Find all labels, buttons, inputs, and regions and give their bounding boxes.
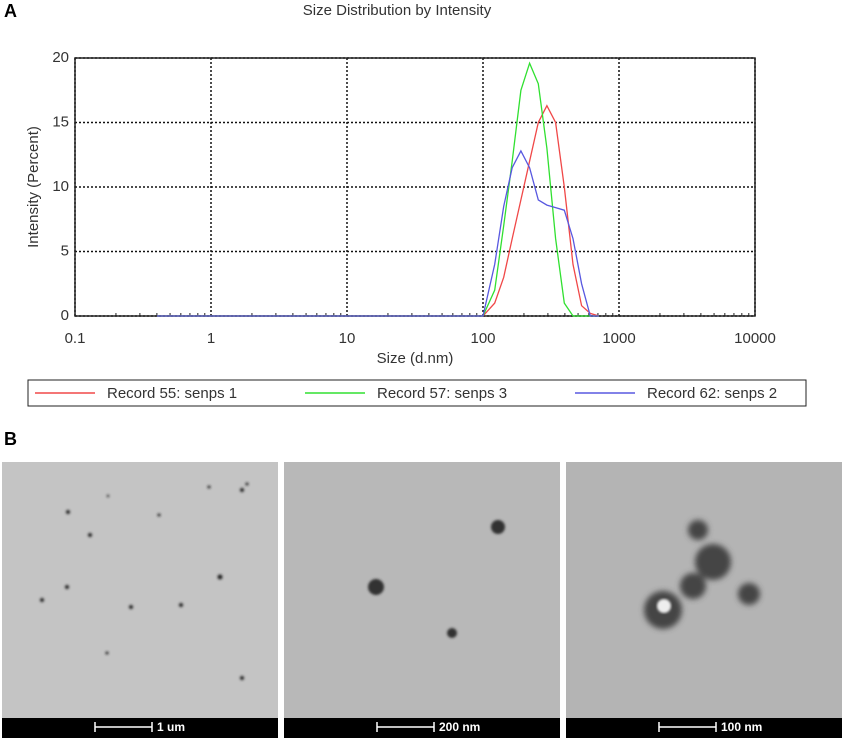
y-tick-label: 5 [61, 242, 69, 259]
x-tick-label: 1 [207, 330, 215, 347]
series-line [156, 149, 599, 317]
legend-label: Record 62: senps 2 [647, 385, 777, 402]
chart-title: Size Distribution by Intensity [303, 2, 492, 19]
scale-bar-label: 200 nm [439, 720, 480, 734]
x-tick-label: 10000 [734, 330, 776, 347]
micrograph [2, 462, 842, 738]
scale-bar-band [284, 718, 560, 738]
x-tick-label: 1000 [602, 330, 635, 347]
x-axis-label: Size (d.nm) [377, 350, 454, 367]
panel-label: B [4, 429, 17, 449]
y-tick-label: 15 [52, 113, 69, 130]
y-axis-label: Intensity (Percent) [25, 126, 42, 248]
panel-label: A [4, 1, 17, 21]
series-line [156, 61, 599, 317]
scale-bar-label: 100 nm [721, 720, 762, 734]
scale-bar-label: 1 um [157, 720, 185, 734]
series-line [156, 104, 600, 317]
x-tick-label: 100 [470, 330, 495, 347]
scale-bar-band [566, 718, 842, 738]
scale-bar-band [2, 718, 278, 738]
legend [27, 379, 807, 407]
x-tick-label: 10 [339, 330, 356, 347]
legend-label: Record 57: senps 3 [377, 385, 507, 402]
y-tick-label: 0 [61, 307, 69, 324]
x-tick-label: 0.1 [65, 330, 86, 347]
legend-label: Record 55: senps 1 [107, 385, 237, 402]
y-tick-label: 10 [52, 178, 69, 195]
y-tick-label: 20 [52, 49, 69, 66]
